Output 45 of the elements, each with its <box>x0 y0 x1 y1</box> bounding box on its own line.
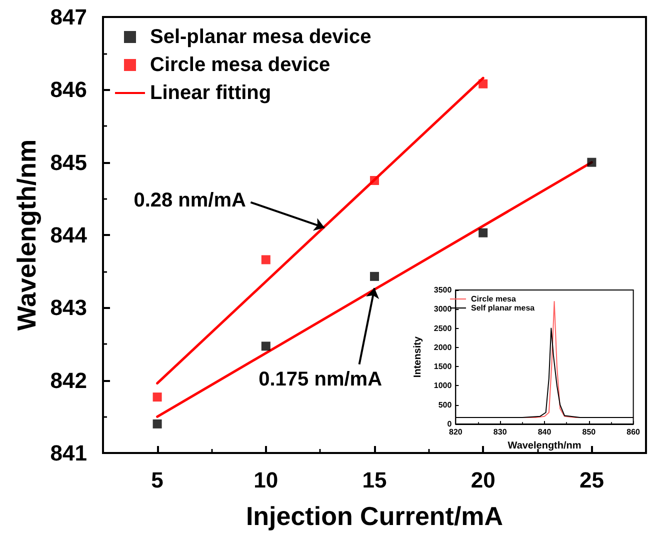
point <box>370 272 379 281</box>
y-tick-label: 2000 <box>434 342 452 352</box>
point <box>152 419 162 428</box>
x-axis-title: Injection Current/mA <box>246 501 504 531</box>
y-tick-label: 3000 <box>434 304 452 314</box>
point <box>370 176 379 185</box>
y-tick-label: 845 <box>50 150 87 175</box>
x-axis-title: Wavelength/nm <box>508 440 582 452</box>
y-tick-label: 3500 <box>434 286 452 294</box>
x-tick-label: 850 <box>582 428 596 436</box>
point <box>478 79 488 88</box>
point <box>587 158 596 167</box>
y-tick-label: 844 <box>50 222 88 248</box>
x-tick-label: 15 <box>362 468 387 492</box>
point <box>478 228 488 238</box>
y-tick-label: 843 <box>50 295 87 320</box>
point <box>152 392 162 402</box>
annotation: 0.28 nm/mA <box>134 190 246 212</box>
y-tick-label: 842 <box>50 368 87 393</box>
x-tick-label: 840 <box>538 428 552 436</box>
y-tick-label: 1000 <box>434 381 452 390</box>
y-axis-title: Intensity <box>412 336 424 378</box>
x-tick-label: 25 <box>579 468 604 492</box>
x-tick-label: 10 <box>254 468 278 492</box>
y-tick-label: 847 <box>50 4 87 30</box>
x-tick-label: 20 <box>470 468 496 492</box>
y-tick-label: 2500 <box>434 324 452 333</box>
y-tick-label: 846 <box>50 77 87 102</box>
annotation: 0.175 nm/mA <box>258 368 382 390</box>
y-tick-label: 841 <box>50 440 87 466</box>
x-tick-label: 860 <box>626 428 641 436</box>
legend-label: Sel-planar mesa device <box>150 26 372 48</box>
legend-label: Circle mesa device <box>150 54 330 76</box>
y-tick-label: 1500 <box>434 362 452 372</box>
x-tick-label: 830 <box>493 428 508 436</box>
x-tick-label: 820 <box>449 428 463 436</box>
point <box>261 255 270 264</box>
legend-label: Self planar mesa <box>471 304 536 312</box>
y-tick-label: 500 <box>438 400 452 410</box>
legend-label: Circle mesa <box>471 294 516 304</box>
x-tick-label: 5 <box>151 468 164 492</box>
legend-label: Linear fitting <box>150 82 272 104</box>
y-tick-label: 0 <box>447 420 452 428</box>
point <box>261 342 270 351</box>
y-axis-title: Wavelength/nm <box>11 139 42 331</box>
